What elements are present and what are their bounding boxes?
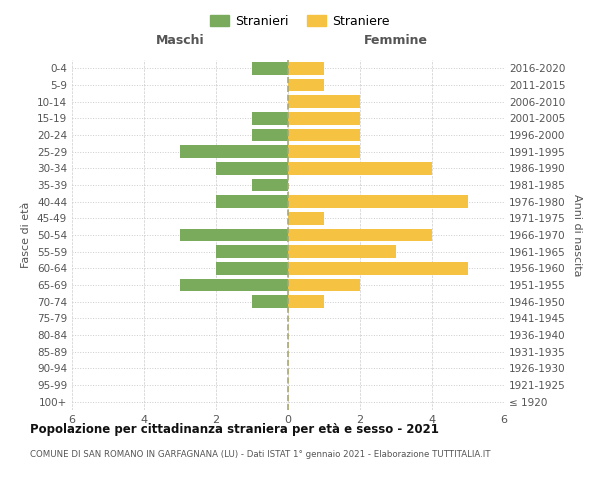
Bar xyxy=(288,112,360,124)
Text: COMUNE DI SAN ROMANO IN GARFAGNANA (LU) - Dati ISTAT 1° gennaio 2021 - Elaborazi: COMUNE DI SAN ROMANO IN GARFAGNANA (LU) … xyxy=(30,450,491,459)
Bar xyxy=(288,212,324,224)
Text: Femmine: Femmine xyxy=(364,34,428,46)
Bar xyxy=(288,162,432,174)
Text: Popolazione per cittadinanza straniera per età e sesso - 2021: Popolazione per cittadinanza straniera p… xyxy=(30,422,439,436)
Bar xyxy=(180,229,288,241)
Bar xyxy=(252,129,288,141)
Bar xyxy=(288,129,360,141)
Bar xyxy=(252,112,288,124)
Bar xyxy=(216,162,288,174)
Bar xyxy=(288,262,468,274)
Bar xyxy=(288,246,396,258)
Bar xyxy=(288,96,360,108)
Bar xyxy=(288,279,360,291)
Bar xyxy=(288,146,360,158)
Y-axis label: Anni di nascita: Anni di nascita xyxy=(572,194,582,276)
Bar xyxy=(216,246,288,258)
Bar xyxy=(252,179,288,192)
Bar xyxy=(216,196,288,208)
Bar xyxy=(288,62,324,74)
Bar xyxy=(252,296,288,308)
Bar xyxy=(288,296,324,308)
Bar xyxy=(180,279,288,291)
Y-axis label: Fasce di età: Fasce di età xyxy=(22,202,31,268)
Bar xyxy=(288,79,324,92)
Bar xyxy=(180,146,288,158)
Bar xyxy=(216,262,288,274)
Bar xyxy=(288,196,468,208)
Text: Maschi: Maschi xyxy=(155,34,205,46)
Legend: Stranieri, Straniere: Stranieri, Straniere xyxy=(206,11,394,32)
Bar xyxy=(288,229,432,241)
Bar xyxy=(252,62,288,74)
